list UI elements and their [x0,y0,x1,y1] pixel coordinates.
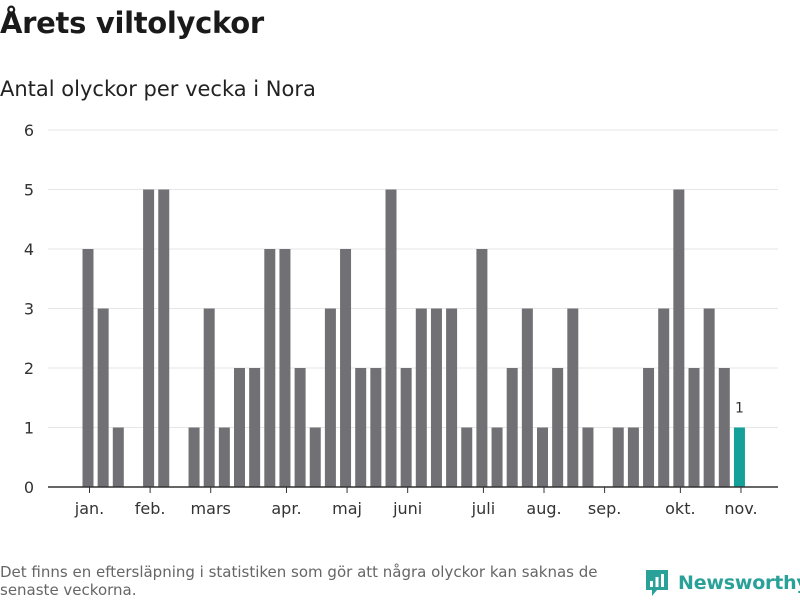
y-tick-label: 6 [24,121,34,140]
bar [491,427,503,487]
bar [203,308,215,487]
bar [370,368,382,487]
bar [249,368,261,487]
y-tick-label: 3 [24,300,34,319]
bar [294,368,306,487]
bar [567,308,579,487]
bar [658,308,670,487]
bar [627,427,639,487]
x-tick-label: jan. [74,499,104,518]
bar [582,427,594,487]
x-tick-label: apr. [271,499,301,518]
y-tick-label: 5 [24,181,34,200]
bar [324,308,336,487]
y-tick-label: 2 [24,359,34,378]
bar [385,189,397,487]
x-tick-label: juli [471,499,495,518]
bar [688,368,700,487]
bar [703,308,715,487]
bar [355,368,367,487]
x-tick-label: mars [191,499,231,518]
brand[interactable]: Newsworthy [644,568,800,598]
chart-subtitle: Antal olyckor per vecka i Nora [0,77,316,101]
y-tick-label: 0 [24,478,34,497]
bar [446,308,458,487]
bar [718,368,730,487]
y-tick-label: 4 [24,240,34,259]
x-tick-label: okt. [665,499,695,518]
x-tick-label: sep. [588,499,621,518]
bar [158,189,170,487]
x-tick-label: juni [392,499,422,518]
bar [143,189,155,487]
bar [552,368,564,487]
bar [112,427,124,487]
x-tick-label: aug. [526,499,561,518]
brand-name: Newsworthy [678,572,800,594]
bar [461,427,473,487]
bar [673,189,685,487]
bar-highlight [733,427,745,487]
bar [97,308,109,487]
bar [521,308,533,487]
bar [643,368,655,487]
bar [340,249,352,487]
x-tick-label: feb. [135,499,166,518]
bar [415,308,427,487]
bar [234,368,245,487]
x-tick-label: nov. [724,499,757,518]
bar [400,368,412,487]
footer-note: Det finns en eftersläpning i statistiken… [0,563,598,599]
bar [506,368,518,487]
bar [309,427,321,487]
y-tick-label: 1 [24,419,34,438]
bar-chart: 0 1 2 3 4 5 6 1 jan. feb. mars apr. maj juni juli aug. s… [24,121,778,518]
bar [188,427,200,487]
bar [430,308,442,487]
bar [218,427,230,487]
x-tick-label: maj [332,499,362,518]
bar [82,249,94,487]
bar [537,427,548,487]
bar [279,249,291,487]
chart-title: Årets viltolyckor [0,6,264,40]
bar [476,249,488,487]
bar [612,427,624,487]
bar [264,249,276,487]
newsworthy-logo-icon [646,570,668,596]
bar-data-label: 1 [735,401,744,417]
